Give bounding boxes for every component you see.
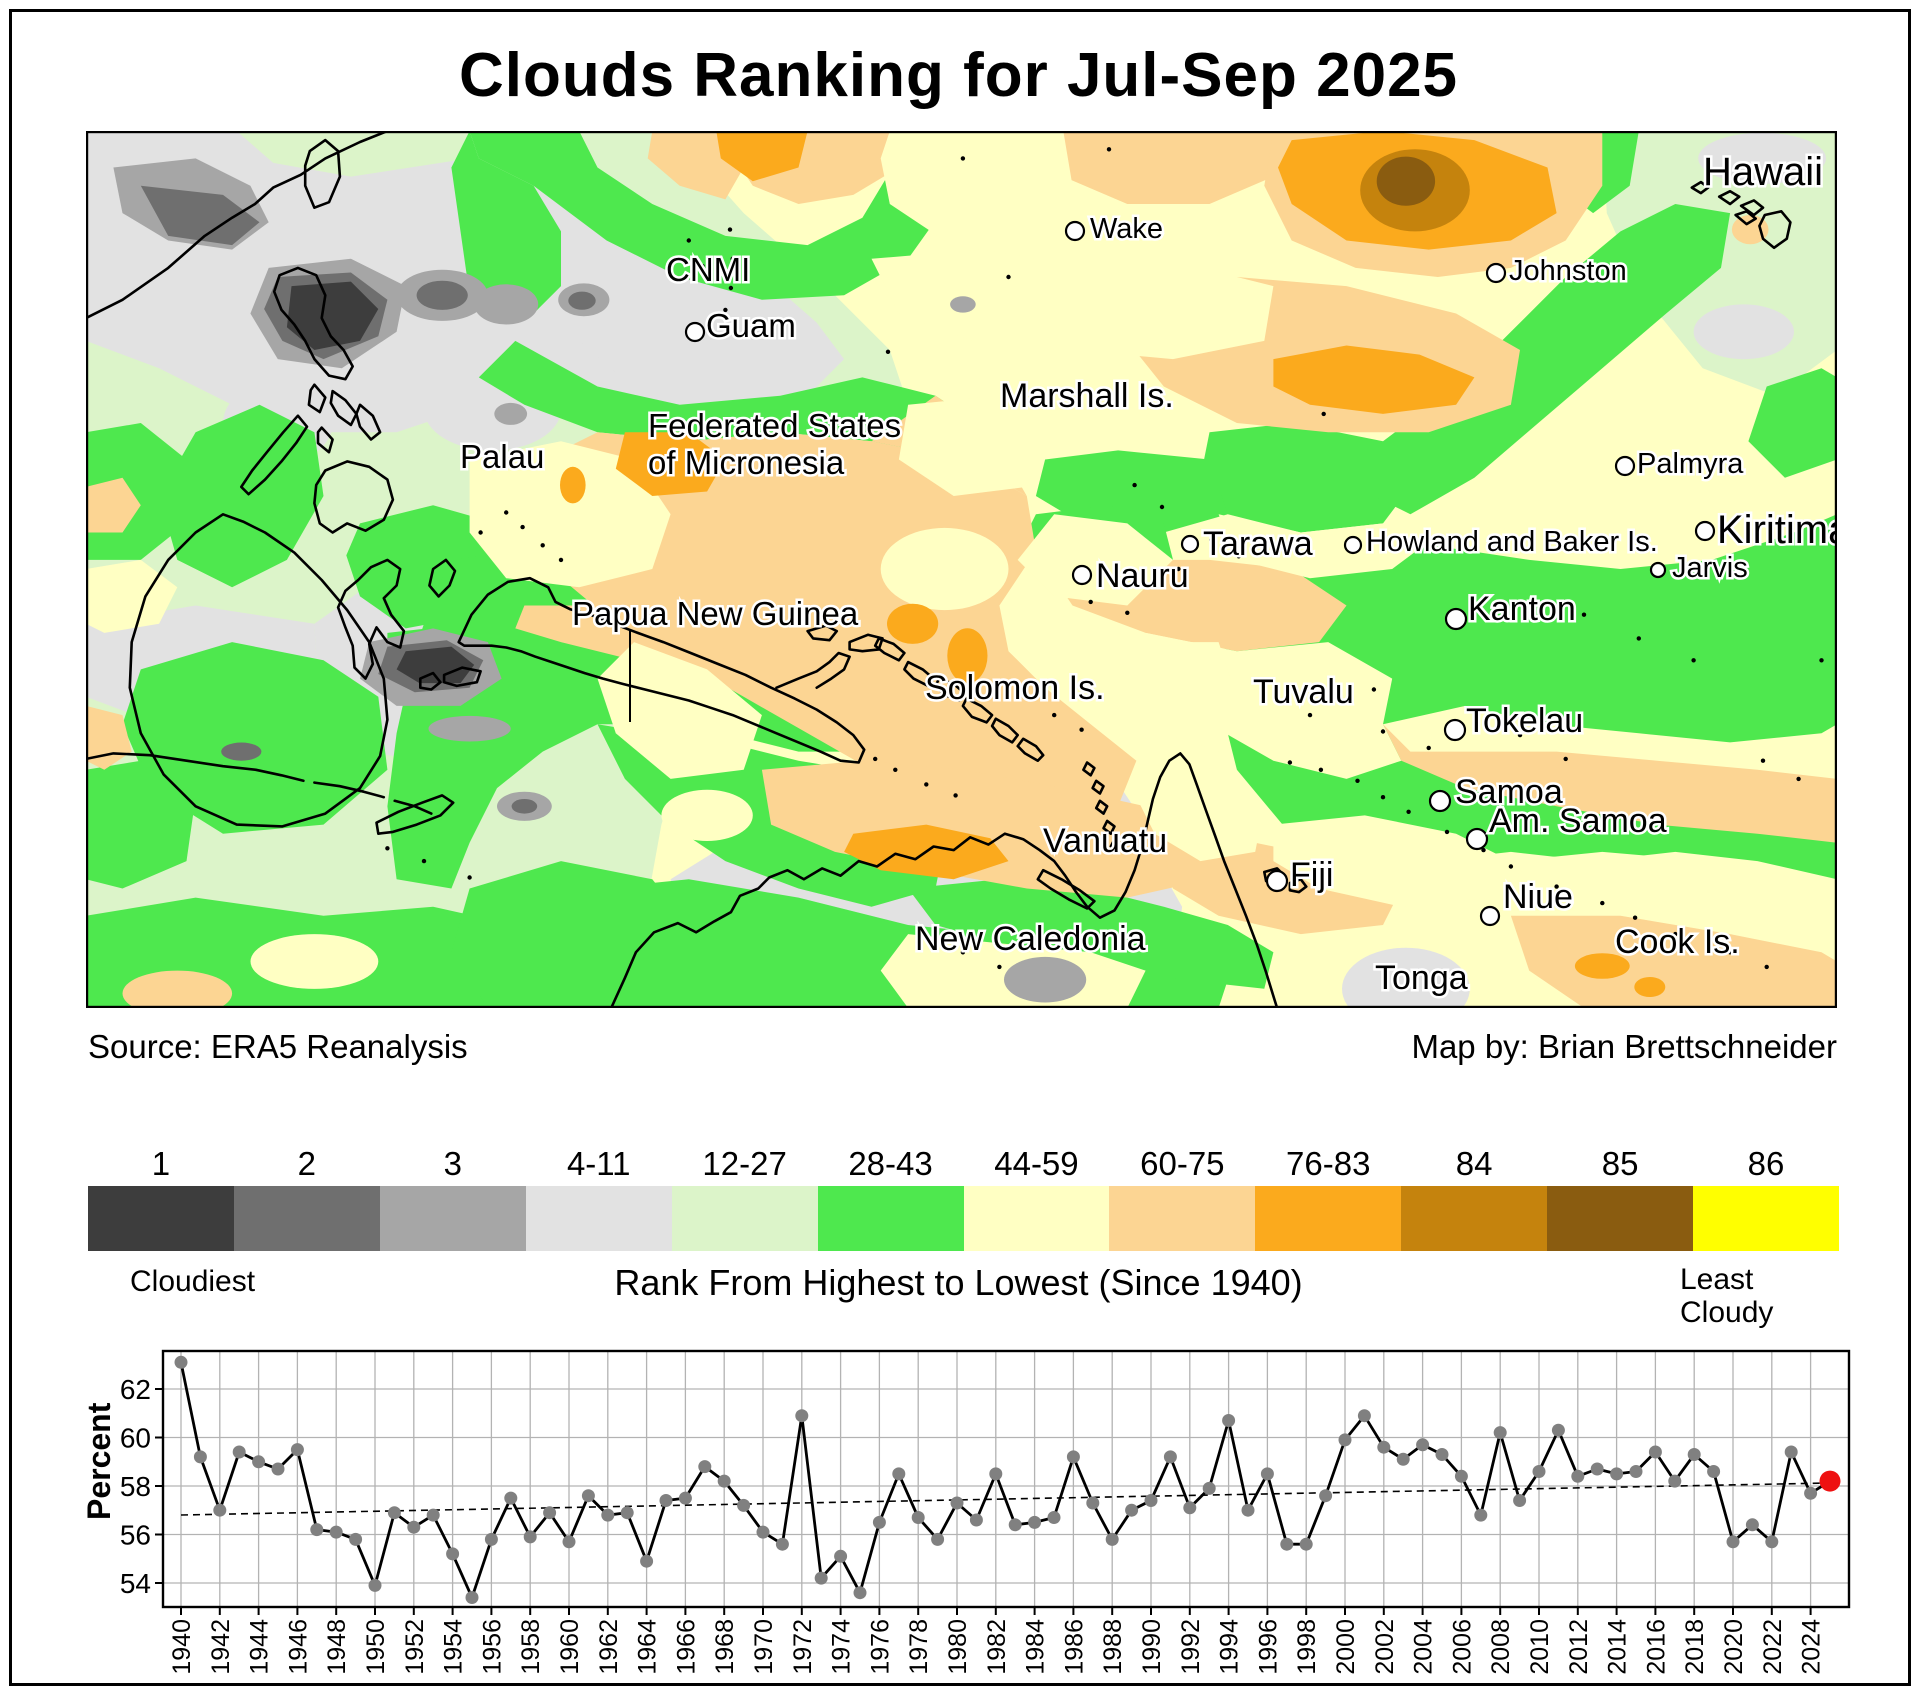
svg-text:1966: 1966 bbox=[672, 1619, 700, 1675]
svg-text:58: 58 bbox=[120, 1471, 151, 1502]
svg-text:56: 56 bbox=[120, 1520, 151, 1551]
svg-text:2024: 2024 bbox=[1798, 1619, 1826, 1675]
svg-text:2002: 2002 bbox=[1371, 1619, 1399, 1675]
svg-text:Samoa: Samoa bbox=[1455, 773, 1563, 811]
svg-text:Jarvis: Jarvis bbox=[1672, 552, 1748, 584]
svg-text:2012: 2012 bbox=[1565, 1619, 1593, 1675]
svg-text:54: 54 bbox=[120, 1568, 151, 1599]
svg-text:1984: 1984 bbox=[1022, 1619, 1050, 1675]
svg-text:1962: 1962 bbox=[595, 1619, 623, 1675]
svg-text:1960: 1960 bbox=[556, 1619, 584, 1675]
svg-text:1998: 1998 bbox=[1293, 1619, 1321, 1675]
svg-text:of Micronesia: of Micronesia bbox=[648, 444, 845, 481]
svg-text:2016: 2016 bbox=[1642, 1619, 1670, 1675]
svg-text:1978: 1978 bbox=[905, 1619, 933, 1675]
svg-text:Johnston: Johnston bbox=[1509, 255, 1627, 287]
svg-text:1954: 1954 bbox=[440, 1619, 468, 1675]
svg-text:Hawaii: Hawaii bbox=[1703, 150, 1823, 194]
svg-text:1948: 1948 bbox=[323, 1619, 351, 1675]
svg-text:1974: 1974 bbox=[828, 1619, 856, 1675]
svg-text:2014: 2014 bbox=[1604, 1619, 1632, 1675]
svg-text:1992: 1992 bbox=[1177, 1619, 1205, 1675]
svg-text:Nauru: Nauru bbox=[1096, 557, 1189, 595]
svg-text:62: 62 bbox=[120, 1374, 151, 1405]
svg-text:Vanuatu: Vanuatu bbox=[1043, 822, 1167, 860]
svg-text:Kanton: Kanton bbox=[1468, 590, 1576, 628]
svg-text:2020: 2020 bbox=[1720, 1619, 1748, 1675]
svg-text:Guam: Guam bbox=[706, 307, 796, 344]
svg-text:1980: 1980 bbox=[944, 1619, 972, 1675]
svg-text:1972: 1972 bbox=[789, 1619, 817, 1675]
svg-text:2022: 2022 bbox=[1759, 1619, 1787, 1675]
svg-text:2000: 2000 bbox=[1332, 1619, 1360, 1675]
svg-text:1944: 1944 bbox=[246, 1619, 274, 1675]
svg-text:1994: 1994 bbox=[1216, 1619, 1244, 1675]
svg-text:1958: 1958 bbox=[517, 1619, 545, 1675]
svg-text:Percent: Percent bbox=[81, 1402, 117, 1520]
svg-text:1976: 1976 bbox=[866, 1619, 894, 1675]
svg-text:1990: 1990 bbox=[1138, 1619, 1166, 1675]
svg-text:Solomon Is.: Solomon Is. bbox=[925, 669, 1105, 707]
svg-text:1946: 1946 bbox=[284, 1619, 312, 1675]
svg-text:New Caledonia: New Caledonia bbox=[915, 920, 1146, 958]
svg-text:2006: 2006 bbox=[1448, 1619, 1476, 1675]
svg-text:Palmyra: Palmyra bbox=[1637, 448, 1744, 480]
svg-text:1988: 1988 bbox=[1099, 1619, 1127, 1675]
svg-text:1956: 1956 bbox=[478, 1619, 506, 1675]
svg-text:1996: 1996 bbox=[1254, 1619, 1282, 1675]
svg-text:Papua New Guinea: Papua New Guinea bbox=[572, 595, 859, 632]
svg-text:Palau: Palau bbox=[460, 438, 544, 475]
svg-text:Fiji: Fiji bbox=[1290, 856, 1333, 894]
svg-text:1940: 1940 bbox=[168, 1619, 196, 1675]
svg-text:1942: 1942 bbox=[207, 1619, 235, 1675]
svg-text:Federated States: Federated States bbox=[648, 407, 901, 444]
svg-text:1970: 1970 bbox=[750, 1619, 778, 1675]
svg-text:2018: 2018 bbox=[1681, 1619, 1709, 1675]
svg-text:Tarawa: Tarawa bbox=[1203, 525, 1313, 563]
svg-text:Tonga: Tonga bbox=[1375, 959, 1468, 997]
svg-text:2010: 2010 bbox=[1526, 1619, 1554, 1675]
svg-text:Am. Samoa: Am. Samoa bbox=[1489, 802, 1667, 840]
svg-text:Tuvalu: Tuvalu bbox=[1253, 673, 1354, 711]
svg-text:2008: 2008 bbox=[1487, 1619, 1515, 1675]
svg-text:Cook Is.: Cook Is. bbox=[1615, 923, 1740, 961]
svg-text:1950: 1950 bbox=[362, 1619, 390, 1675]
svg-text:1968: 1968 bbox=[711, 1619, 739, 1675]
svg-text:Niue: Niue bbox=[1503, 878, 1573, 916]
svg-text:1952: 1952 bbox=[401, 1619, 429, 1675]
svg-text:Howland and Baker Is.: Howland and Baker Is. bbox=[1366, 526, 1658, 558]
svg-text:1964: 1964 bbox=[634, 1619, 662, 1675]
svg-text:Marshall Is.: Marshall Is. bbox=[1000, 377, 1174, 415]
svg-text:Tokelau: Tokelau bbox=[1466, 702, 1583, 740]
svg-text:1986: 1986 bbox=[1060, 1619, 1088, 1675]
svg-text:1982: 1982 bbox=[983, 1619, 1011, 1675]
svg-text:60: 60 bbox=[120, 1423, 151, 1454]
svg-text:Kiritimati: Kiritimati bbox=[1717, 508, 1837, 552]
svg-text:2004: 2004 bbox=[1410, 1619, 1438, 1675]
svg-text:CNMI: CNMI bbox=[666, 251, 750, 288]
svg-text:Wake: Wake bbox=[1090, 213, 1163, 245]
